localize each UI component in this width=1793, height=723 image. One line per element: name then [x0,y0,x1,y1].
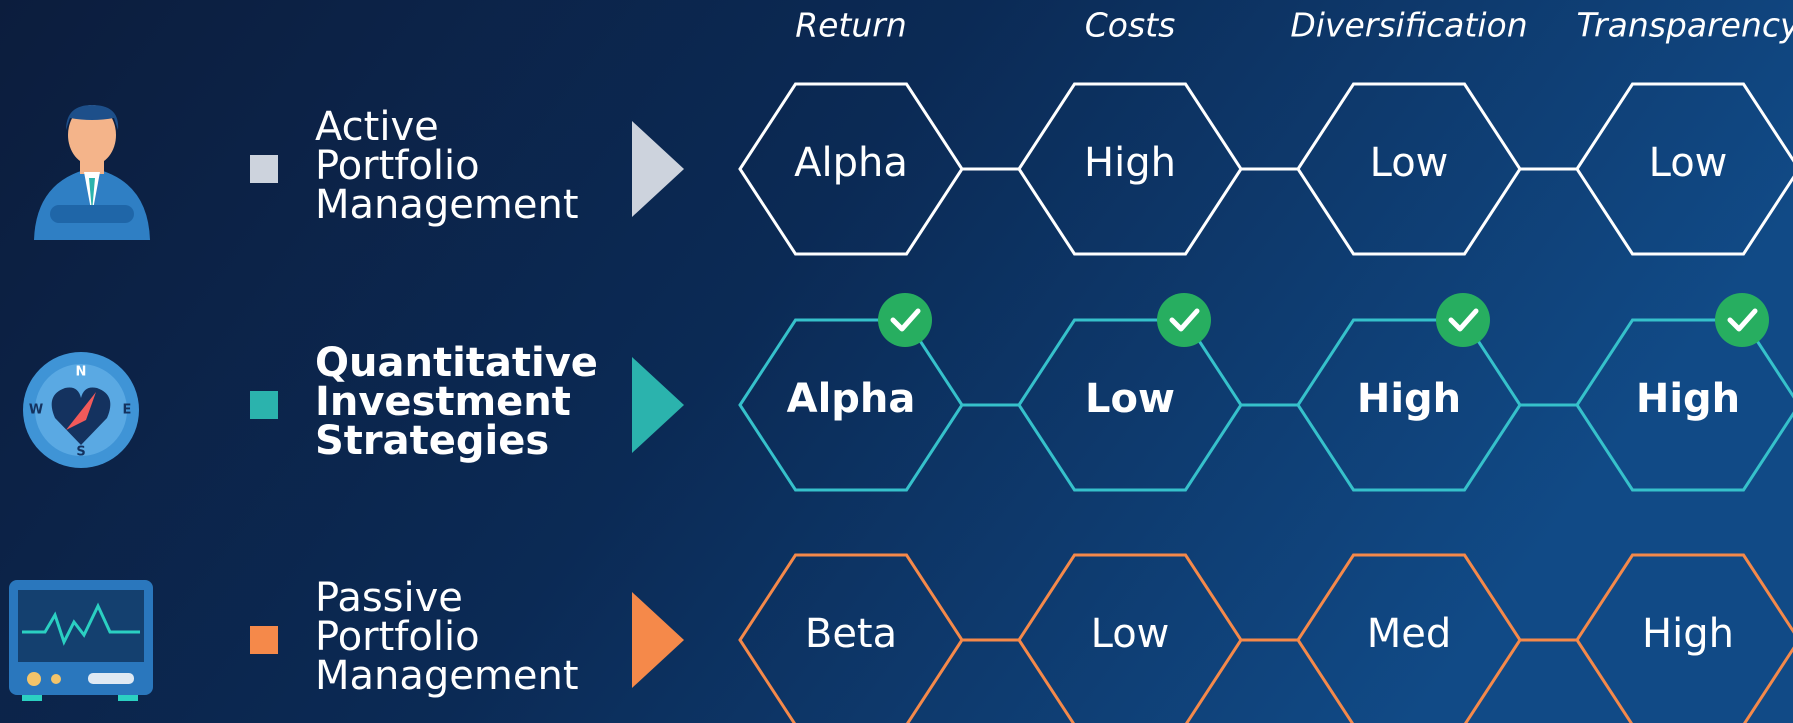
row-label: Portfolio [315,143,480,189]
cell-value: Low [1091,611,1170,657]
check-mark [1727,308,1758,332]
arrow [632,592,684,688]
row-label: Investment [315,379,571,425]
row-label: Portfolio [315,614,480,660]
hexagon [1575,553,1793,723]
hexagon [1575,82,1793,256]
cell-value: High [1357,376,1461,422]
cell-value: High [1636,376,1740,422]
hexagon [738,553,964,723]
row-label: Quantitative [315,340,598,386]
hexagon [738,82,964,256]
svg-text:S: S [76,445,85,460]
column-header: Diversification [1290,6,1527,45]
hexagon [1296,553,1522,723]
arrow [632,121,684,217]
svg-text:W: W [29,403,43,418]
hexagon [1017,553,1243,723]
check-mark [1448,308,1479,332]
cell-value: Alpha [787,376,916,422]
cell-value: Beta [805,611,897,657]
column-header: Transparency [1576,6,1793,45]
check-mark [1169,308,1200,332]
cell-value: Med [1367,611,1452,657]
column-header: Return [795,6,907,45]
person-icon [34,105,150,240]
column-header: Costs [1085,6,1176,45]
hexagon [1296,82,1522,256]
svg-text:E: E [123,403,132,418]
legend-square [250,155,278,183]
monitor-icon [9,580,153,701]
check-badge [1436,293,1490,347]
row-label: Management [315,182,579,228]
cell-value: Low [1649,140,1728,186]
cell-value: High [1084,140,1176,186]
svg-text:N: N [76,365,87,380]
check-badge [878,293,932,347]
check-mark [890,308,921,332]
hexagon [1017,318,1243,492]
check-badge [1715,293,1769,347]
row-label: Management [315,653,579,699]
cell-value: Low [1085,376,1175,422]
cell-value: Low [1370,140,1449,186]
check-badge [1157,293,1211,347]
row-label: Active [315,104,439,150]
cell-value: High [1642,611,1734,657]
hexagon [1017,82,1243,256]
hexagon [1575,318,1793,492]
compass-icon: N S W E [23,352,139,468]
cell-value: Alpha [794,140,908,186]
hexagon [738,318,964,492]
legend-square [250,391,278,419]
row-label: Strategies [315,418,549,464]
legend-square [250,626,278,654]
hexagon [1296,318,1522,492]
row-label: Passive [315,575,463,621]
arrow [632,357,684,453]
